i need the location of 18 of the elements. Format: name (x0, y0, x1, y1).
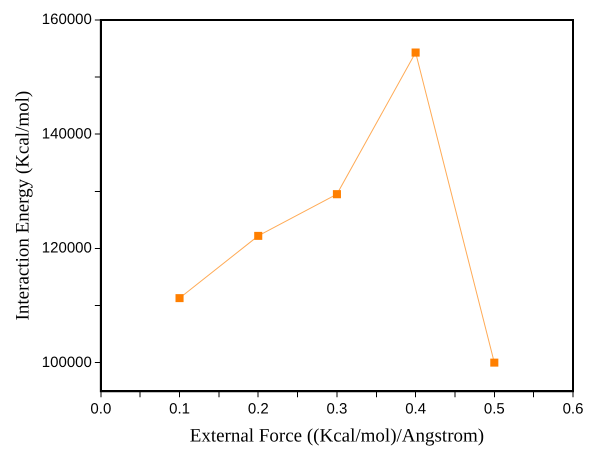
y-tick-label: 120000 (42, 240, 92, 257)
point (332, 190, 341, 198)
point (254, 232, 262, 240)
point (412, 48, 420, 57)
y-axis-title: Interaction Energy (Kcal/mol) (12, 90, 34, 320)
x-tick-label: 0.6 (562, 400, 584, 418)
x-tick-label: 0.3 (326, 400, 348, 418)
x-axis-title: External Force ((Kcal/mol)/Angstrom) (190, 426, 484, 447)
x-tick-label: 0.2 (248, 400, 269, 418)
y-tick-label: 140000 (42, 125, 92, 142)
y-tick-label: 160000 (42, 11, 92, 28)
y-tick-label: 100000 (42, 354, 92, 371)
x-tick-label: 0.5 (484, 400, 505, 418)
point (176, 294, 184, 302)
x-tick-label: 0.0 (90, 400, 112, 418)
x-tick-label: 0.1 (169, 400, 190, 418)
point (490, 358, 498, 367)
x-tick-label: 0.4 (405, 400, 426, 418)
